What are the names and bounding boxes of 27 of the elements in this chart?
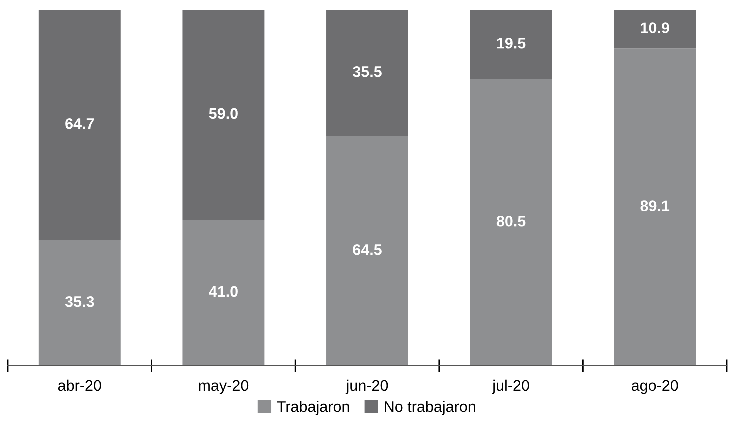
data-label: 59.0 <box>209 108 238 120</box>
bar <box>614 10 696 49</box>
legend-label: No trabajaron <box>385 401 476 416</box>
data-label: 35.5 <box>352 66 382 78</box>
data-label: 10.9 <box>641 22 670 34</box>
data-label: 19.5 <box>497 38 526 49</box>
bar <box>38 10 121 240</box>
x-tick-label: jun-20 <box>346 380 388 394</box>
bar <box>326 136 408 366</box>
x-tick-label: may-20 <box>199 380 249 394</box>
data-label: 64.7 <box>66 118 94 130</box>
bar <box>470 10 552 80</box>
bar <box>614 48 696 366</box>
legend-label: Trabajaron <box>277 401 350 416</box>
bar <box>470 79 552 366</box>
data-label: 80.5 <box>496 216 526 227</box>
data-label: 35.3 <box>65 296 94 308</box>
data-label: 64.5 <box>353 244 382 256</box>
bar <box>38 240 121 366</box>
x-tick-label: ago-20 <box>632 380 678 394</box>
bar <box>182 10 265 220</box>
x-tick-label: abr-20 <box>58 380 102 392</box>
bar <box>182 220 265 366</box>
data-label: 89.1 <box>640 200 670 212</box>
data-label: 41.0 <box>209 286 238 298</box>
bar <box>326 10 408 136</box>
x-tick-label: jul-20 <box>492 380 530 394</box>
